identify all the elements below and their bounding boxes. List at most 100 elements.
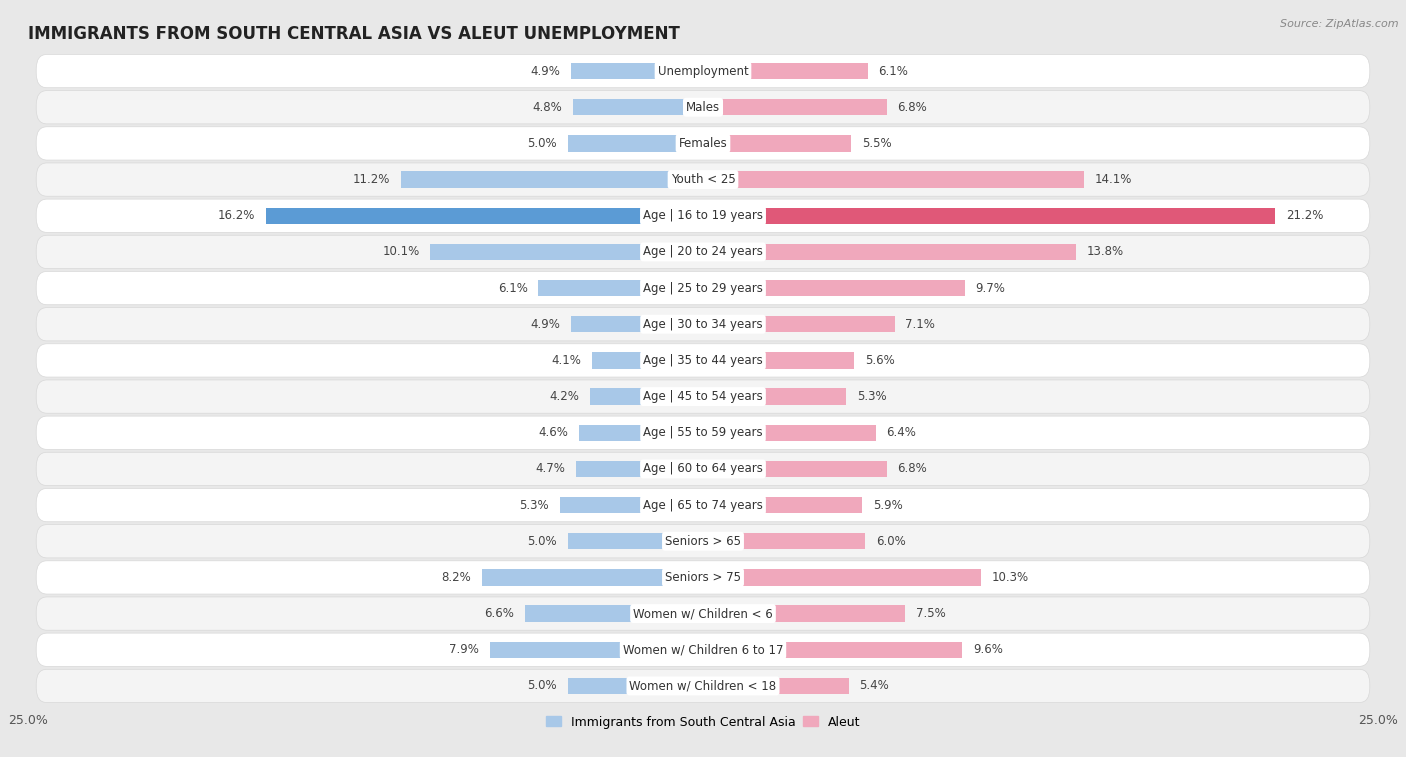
Bar	[576, 461, 703, 477]
Text: 5.0%: 5.0%	[527, 137, 557, 150]
FancyBboxPatch shape	[37, 669, 1369, 702]
Text: 10.3%: 10.3%	[991, 571, 1029, 584]
Bar	[703, 425, 876, 441]
FancyBboxPatch shape	[37, 561, 1369, 594]
Bar	[703, 388, 846, 405]
Text: Women w/ Children < 18: Women w/ Children < 18	[630, 680, 776, 693]
Text: Males: Males	[686, 101, 720, 114]
Text: Source: ZipAtlas.com: Source: ZipAtlas.com	[1281, 19, 1399, 29]
Bar	[703, 497, 862, 513]
Bar	[703, 533, 865, 550]
Text: 13.8%: 13.8%	[1087, 245, 1123, 258]
Text: 6.1%: 6.1%	[498, 282, 527, 294]
FancyBboxPatch shape	[37, 380, 1369, 413]
FancyBboxPatch shape	[37, 525, 1369, 558]
Bar	[568, 136, 703, 151]
Text: Women w/ Children 6 to 17: Women w/ Children 6 to 17	[623, 643, 783, 656]
Text: 7.9%: 7.9%	[449, 643, 479, 656]
FancyBboxPatch shape	[37, 91, 1369, 124]
Text: 16.2%: 16.2%	[218, 209, 254, 223]
Bar	[524, 606, 703, 621]
Text: 5.0%: 5.0%	[527, 680, 557, 693]
FancyBboxPatch shape	[37, 416, 1369, 450]
Text: 4.9%: 4.9%	[530, 64, 560, 77]
FancyBboxPatch shape	[37, 199, 1369, 232]
FancyBboxPatch shape	[37, 633, 1369, 666]
FancyBboxPatch shape	[37, 126, 1369, 160]
Text: Age | 55 to 59 years: Age | 55 to 59 years	[643, 426, 763, 439]
Text: 21.2%: 21.2%	[1286, 209, 1323, 223]
Text: 5.3%: 5.3%	[856, 390, 887, 403]
Text: 14.1%: 14.1%	[1094, 173, 1132, 186]
Text: Seniors > 75: Seniors > 75	[665, 571, 741, 584]
Bar	[703, 642, 962, 658]
Text: 4.6%: 4.6%	[538, 426, 568, 439]
Text: 9.7%: 9.7%	[976, 282, 1005, 294]
Text: Age | 30 to 34 years: Age | 30 to 34 years	[643, 318, 763, 331]
Bar	[703, 207, 1275, 224]
Text: 5.3%: 5.3%	[519, 499, 550, 512]
Text: Age | 20 to 24 years: Age | 20 to 24 years	[643, 245, 763, 258]
Bar	[703, 569, 981, 586]
Text: Youth < 25: Youth < 25	[671, 173, 735, 186]
Bar	[592, 352, 703, 369]
FancyBboxPatch shape	[37, 235, 1369, 269]
Text: Seniors > 65: Seniors > 65	[665, 534, 741, 548]
Text: Age | 25 to 29 years: Age | 25 to 29 years	[643, 282, 763, 294]
Bar	[589, 388, 703, 405]
Text: 6.6%: 6.6%	[484, 607, 515, 620]
Text: 6.8%: 6.8%	[897, 101, 927, 114]
FancyBboxPatch shape	[37, 163, 1369, 196]
Bar	[703, 352, 855, 369]
Text: Females: Females	[679, 137, 727, 150]
Bar	[703, 136, 852, 151]
FancyBboxPatch shape	[37, 307, 1369, 341]
Bar	[560, 497, 703, 513]
Text: 5.5%: 5.5%	[862, 137, 891, 150]
Bar	[703, 171, 1084, 188]
Text: 5.6%: 5.6%	[865, 354, 894, 367]
FancyBboxPatch shape	[37, 597, 1369, 631]
Bar	[703, 280, 965, 296]
Text: 9.6%: 9.6%	[973, 643, 1002, 656]
Bar	[482, 569, 703, 586]
Text: 5.0%: 5.0%	[527, 534, 557, 548]
Text: 8.2%: 8.2%	[441, 571, 471, 584]
Text: 6.0%: 6.0%	[876, 534, 905, 548]
Text: 7.5%: 7.5%	[917, 607, 946, 620]
Text: IMMIGRANTS FROM SOUTH CENTRAL ASIA VS ALEUT UNEMPLOYMENT: IMMIGRANTS FROM SOUTH CENTRAL ASIA VS AL…	[28, 25, 681, 43]
Text: 6.1%: 6.1%	[879, 64, 908, 77]
Bar	[538, 280, 703, 296]
Text: Age | 60 to 64 years: Age | 60 to 64 years	[643, 463, 763, 475]
Text: 4.2%: 4.2%	[548, 390, 579, 403]
Bar	[703, 316, 894, 332]
Text: 6.4%: 6.4%	[887, 426, 917, 439]
Legend: Immigrants from South Central Asia, Aleut: Immigrants from South Central Asia, Aleu…	[541, 711, 865, 734]
Bar	[703, 606, 905, 621]
Bar	[568, 678, 703, 694]
Bar	[571, 316, 703, 332]
Bar	[489, 642, 703, 658]
Text: 10.1%: 10.1%	[382, 245, 419, 258]
Bar	[703, 461, 887, 477]
Text: 7.1%: 7.1%	[905, 318, 935, 331]
FancyBboxPatch shape	[37, 488, 1369, 522]
Bar	[703, 244, 1076, 260]
FancyBboxPatch shape	[37, 452, 1369, 485]
Text: Age | 35 to 44 years: Age | 35 to 44 years	[643, 354, 763, 367]
Text: Age | 16 to 19 years: Age | 16 to 19 years	[643, 209, 763, 223]
Bar	[430, 244, 703, 260]
Text: 4.8%: 4.8%	[533, 101, 562, 114]
Text: Age | 65 to 74 years: Age | 65 to 74 years	[643, 499, 763, 512]
Text: Women w/ Children < 6: Women w/ Children < 6	[633, 607, 773, 620]
Bar	[703, 63, 868, 79]
Text: 4.1%: 4.1%	[551, 354, 582, 367]
Bar	[401, 171, 703, 188]
Text: 5.9%: 5.9%	[873, 499, 903, 512]
Bar	[703, 99, 887, 115]
Text: 6.8%: 6.8%	[897, 463, 927, 475]
Bar	[568, 533, 703, 550]
FancyBboxPatch shape	[37, 344, 1369, 377]
Text: Unemployment: Unemployment	[658, 64, 748, 77]
Text: Age | 45 to 54 years: Age | 45 to 54 years	[643, 390, 763, 403]
